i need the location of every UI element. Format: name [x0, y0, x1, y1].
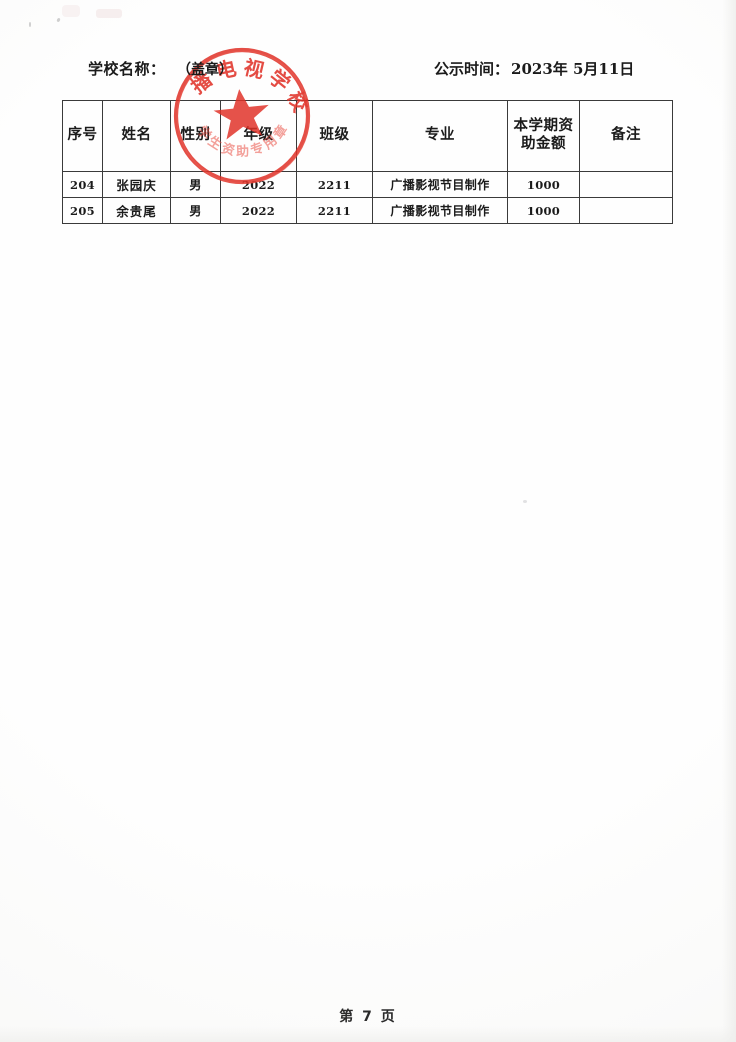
cell-note [579, 171, 673, 198]
table-body: 204 张园庆 男 2022 2211 广播影视节目制作 1000 205 余贵… [62, 171, 673, 224]
scan-speck [29, 22, 31, 27]
cell-name: 余贵尾 [102, 197, 171, 224]
cell-sex: 男 [170, 171, 221, 198]
page-edge-shadow-bottom [0, 1026, 736, 1042]
table-row: 204 张园庆 男 2022 2211 广播影视节目制作 1000 [62, 171, 673, 198]
publish-date-value: 2023年 5月11日 [511, 60, 635, 78]
cell-grade: 2022 [220, 197, 297, 224]
cell-note [579, 197, 673, 224]
cell-name: 张园庆 [102, 171, 171, 198]
cell-class: 2211 [296, 171, 373, 198]
school-name-label: 学校名称： [88, 60, 166, 78]
column-header-note: 备注 [579, 100, 673, 172]
scan-speck [62, 5, 80, 17]
amount-header-line1: 本学期资 [513, 118, 574, 135]
page-number-footer: 第 7 页 [339, 1009, 397, 1025]
column-header-grade: 年级 [220, 100, 297, 172]
cell-class: 2211 [296, 197, 373, 224]
cell-sex: 男 [170, 197, 221, 224]
publish-time-label: 公示时间： [434, 60, 510, 78]
cell-seq: 205 [62, 197, 103, 224]
scan-speck [96, 9, 122, 18]
publish-time: 公示时间： 2023年 5月11日 [434, 58, 634, 79]
cell-seq: 204 [62, 171, 103, 198]
roster-table-container: 序号 姓名 性别 年级 班级 专业 本学期资 助金额 备注 204 张园庆 [62, 100, 673, 224]
scan-speck [56, 17, 61, 23]
page-edge-shadow-right [722, 0, 736, 1042]
cell-major: 广播影视节目制作 [372, 171, 508, 198]
column-header-major: 专业 [372, 100, 508, 172]
column-header-class: 班级 [296, 100, 373, 172]
column-header-amount: 本学期资 助金额 [507, 100, 580, 172]
column-header-name: 姓名 [102, 100, 171, 172]
table-header-row-group: 序号 姓名 性别 年级 班级 专业 本学期资 助金额 备注 [62, 100, 673, 172]
cell-major: 广播影视节目制作 [372, 197, 508, 224]
amount-header-line2: 助金额 [521, 136, 566, 152]
column-header-sex: 性别 [170, 100, 221, 172]
cell-amount: 1000 [507, 197, 580, 224]
column-header-seq: 序号 [62, 100, 103, 172]
cell-amount: 1000 [507, 171, 580, 198]
table-header-row: 序号 姓名 性别 年级 班级 专业 本学期资 助金额 备注 [62, 100, 673, 172]
seal-placeholder-text: （盖章） [177, 62, 233, 78]
cell-grade: 2022 [220, 171, 297, 198]
table-row: 205 余贵尾 男 2022 2211 广播影视节目制作 1000 [62, 197, 673, 224]
scan-speck [523, 500, 527, 503]
document-header: 学校名称： （盖章） 公示时间： 2023年 5月11日 [62, 58, 672, 86]
roster-table: 序号 姓名 性别 年级 班级 专业 本学期资 助金额 备注 204 张园庆 [62, 100, 673, 224]
